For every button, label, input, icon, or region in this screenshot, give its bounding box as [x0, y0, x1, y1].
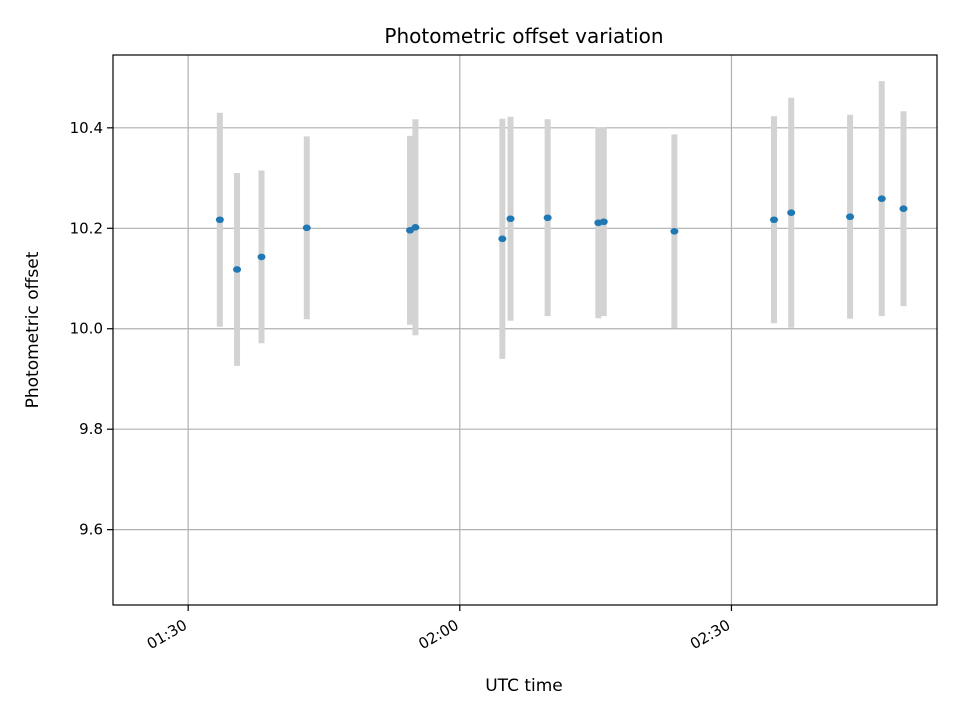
- data-point: [543, 214, 552, 222]
- y-tick-label: 10.2: [70, 219, 103, 237]
- x-tick-label: 01:30: [144, 616, 190, 653]
- data-point: [877, 195, 886, 202]
- data-point: [599, 218, 608, 226]
- data-point: [302, 224, 311, 232]
- data-points: [215, 195, 908, 273]
- grid: [113, 55, 937, 605]
- axis-ticks: 01:3002:0002:3003:0003:3004:009.69.810.0…: [70, 119, 960, 653]
- plot-area-frame: [112, 54, 938, 606]
- data-point: [899, 205, 908, 212]
- y-tick-label: 9.6: [79, 521, 103, 539]
- x-tick-label: 02:30: [687, 616, 733, 653]
- chart-title: Photometric offset variation: [384, 24, 663, 48]
- y-axis-label: Photometric offset: [23, 251, 43, 408]
- x-axis-label: UTC time: [485, 676, 563, 696]
- x-tick-label: 02:00: [415, 616, 461, 653]
- data-point: [411, 223, 420, 231]
- y-tick-label: 9.8: [79, 420, 103, 438]
- y-tick-label: 10.4: [70, 119, 103, 137]
- data-point: [787, 209, 796, 217]
- data-point: [498, 235, 507, 243]
- data-point: [257, 253, 266, 261]
- data-point: [770, 216, 779, 224]
- data-point: [233, 266, 242, 273]
- error-bars: [216, 81, 907, 366]
- y-tick-label: 10.0: [70, 320, 103, 338]
- data-point: [506, 215, 515, 223]
- data-point: [215, 216, 224, 224]
- data-point: [846, 213, 855, 221]
- data-point: [670, 228, 679, 235]
